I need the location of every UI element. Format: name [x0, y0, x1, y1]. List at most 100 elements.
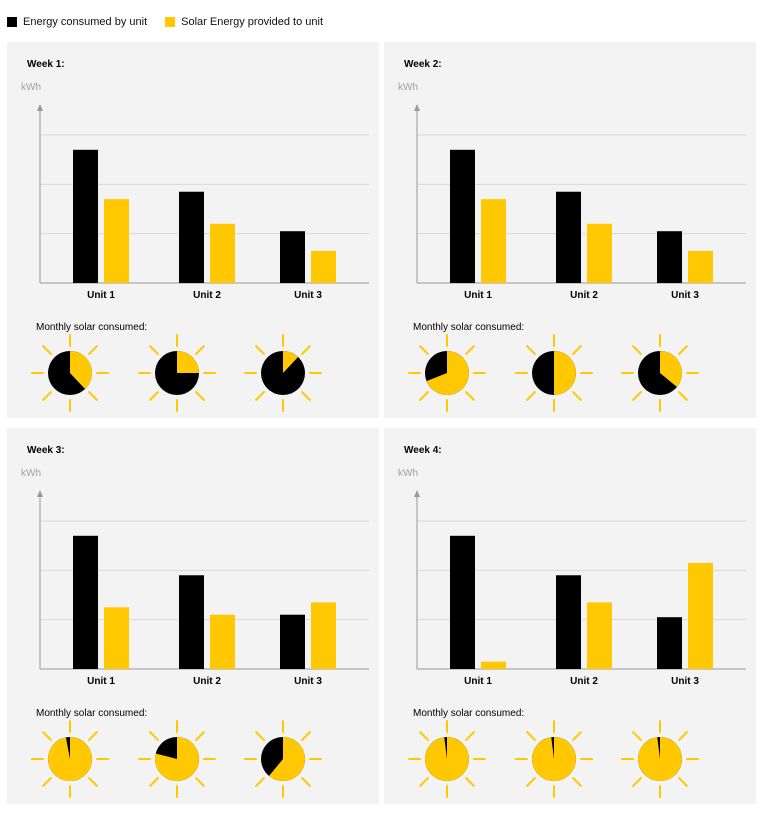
sun-ray [419, 777, 429, 787]
panel-title: Week 3: [27, 445, 65, 456]
bar-consumed [179, 575, 204, 669]
bar-consumed [657, 231, 682, 283]
bar-solar [311, 602, 336, 669]
sun-ray [632, 345, 642, 355]
bar-consumed [450, 535, 475, 669]
x-tick-label: Unit 1 [87, 290, 115, 301]
x-tick-label: Unit 2 [570, 676, 598, 687]
legend-swatch-consumed [7, 17, 17, 27]
sun-icon [31, 334, 109, 412]
bar-solar [104, 199, 129, 283]
sun-solar-sector [554, 351, 576, 395]
sun-ray [301, 731, 311, 741]
sun-ray [255, 777, 265, 787]
monthly-solar-title: Monthly solar consumed: [413, 322, 525, 333]
panel-title: Week 2: [404, 59, 442, 70]
sun-icon [408, 334, 486, 412]
sun-solar-sector [638, 737, 682, 781]
bar-consumed [556, 575, 581, 669]
sun-ray [42, 391, 52, 401]
sun-ray [301, 777, 311, 787]
panel-title: Week 4: [404, 445, 442, 456]
x-tick-label: Unit 2 [193, 676, 221, 687]
sun-ray [465, 731, 475, 741]
bar-chart: Unit 1 Unit 2 Unit 3 [31, 490, 369, 798]
sun-ray [42, 345, 52, 355]
sun-ray [632, 391, 642, 401]
y-axis-arrow-icon [37, 490, 43, 497]
sun-icon [244, 720, 322, 798]
sun-ray [419, 345, 429, 355]
y-axis-arrow-icon [414, 104, 420, 111]
sun-solar-sector [660, 351, 682, 388]
sun-ray [678, 345, 688, 355]
legend-swatch-solar [165, 17, 176, 27]
y-axis-unit-label: kWh [398, 82, 418, 93]
panel-week-4: Week 4: kWh Unit 1 Unit 2 Unit 3 Monthly s… [384, 428, 756, 804]
monthly-solar-title: Monthly solar consumed: [36, 322, 148, 333]
bar-solar [210, 614, 235, 669]
bar-consumed [73, 149, 98, 283]
monthly-solar-title: Monthly solar consumed: [413, 708, 525, 719]
legend-label-solar: Solar Energy provided to unit [181, 16, 324, 28]
sun-solar-sector [70, 351, 93, 390]
bar-chart: Unit 1 Unit 2 Unit 3 [408, 104, 746, 412]
sun-ray [572, 391, 582, 401]
bar-consumed [556, 191, 581, 283]
bar-consumed [179, 191, 204, 283]
sun-ray [195, 345, 205, 355]
bar-consumed [280, 614, 305, 669]
sun-ray [632, 777, 642, 787]
sun-ray [149, 391, 159, 401]
sun-icon [621, 720, 699, 798]
x-tick-label: Unit 1 [464, 290, 492, 301]
sun-ray [195, 731, 205, 741]
sun-ray [419, 731, 429, 741]
legend-label-consumed: Energy consumed by unit [23, 16, 148, 28]
bar-chart: Unit 1 Unit 2 Unit 3 [31, 104, 369, 412]
legend: Energy consumed by unit Solar Energy pro… [7, 14, 341, 30]
sun-icon [408, 720, 486, 798]
sun-ray [42, 777, 52, 787]
monthly-solar-title: Monthly solar consumed: [36, 708, 148, 719]
sun-ray [526, 731, 536, 741]
sun-ray [678, 391, 688, 401]
sun-ray [88, 345, 98, 355]
panel-week-1: Week 1: kWh Unit 1 Unit 2 Unit 3 Monthly s… [7, 42, 379, 418]
sun-ray [255, 391, 265, 401]
sun-ray [195, 777, 205, 787]
sun-ray [465, 777, 475, 787]
sun-ray [572, 777, 582, 787]
sun-solar-sector [268, 737, 305, 781]
sun-icon [138, 720, 216, 798]
sun-ray [678, 777, 688, 787]
bar-chart: Unit 1 Unit 2 Unit 3 [408, 490, 746, 798]
sun-icon [515, 720, 593, 798]
bar-solar [481, 199, 506, 283]
x-tick-label: Unit 2 [570, 290, 598, 301]
sun-solar-sector [426, 351, 469, 395]
sun-ray [572, 345, 582, 355]
sun-solar-sector [532, 737, 576, 781]
sun-ray [301, 345, 311, 355]
sun-ray [678, 731, 688, 741]
sun-ray [526, 345, 536, 355]
y-axis-unit-label: kWh [398, 468, 418, 479]
sun-ray [465, 391, 475, 401]
panel-title: Week 1: [27, 59, 65, 70]
bar-consumed [280, 231, 305, 283]
bar-solar [587, 602, 612, 669]
y-axis-arrow-icon [414, 490, 420, 497]
sun-ray [632, 731, 642, 741]
sun-ray [149, 345, 159, 355]
sun-ray [88, 777, 98, 787]
sun-ray [195, 391, 205, 401]
sun-ray [88, 731, 98, 741]
sun-ray [88, 391, 98, 401]
sun-ray [149, 731, 159, 741]
sun-icon [138, 334, 216, 412]
sun-ray [465, 345, 475, 355]
sun-ray [526, 391, 536, 401]
legend-item-solar: Solar Energy provided to unit [165, 16, 323, 28]
sun-solar-sector [155, 737, 199, 781]
